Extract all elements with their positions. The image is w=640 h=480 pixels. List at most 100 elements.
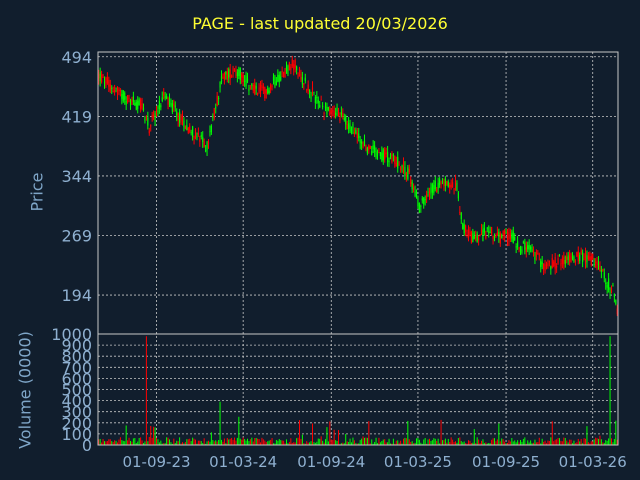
candle-body [322,105,324,108]
candle-body [610,287,613,292]
candle-body [368,144,370,151]
volume-tick-label: 400 [61,392,92,411]
candle-body [417,196,419,207]
candle-body [222,76,224,79]
candle-body [389,154,392,159]
candle-body [287,65,289,75]
candle-body [521,249,523,253]
candle-body [410,179,412,184]
candle-body [301,77,303,85]
candle-body [303,83,305,85]
candle-body [495,235,497,238]
candle-body [427,191,429,193]
candle-body [300,73,302,80]
candle-body [270,84,272,90]
candle-body [229,69,231,79]
volume-panel-frame [97,333,619,446]
candle-body [124,92,126,100]
candle-body [515,246,517,248]
candle-body [112,90,114,93]
candle-body [540,260,542,267]
candle-body [527,245,529,250]
candle-body [180,115,182,121]
candle-body [298,68,301,76]
candle-body [560,263,562,267]
candle-body [388,160,390,162]
candle-body [223,73,225,81]
candle-body [277,74,279,82]
candle-body [264,86,266,98]
candle-body [177,113,179,121]
candle-body [404,167,406,177]
candle-body [544,264,546,272]
candle-body [314,96,316,103]
candle-body [433,185,435,194]
price-tick-label: 419 [61,107,92,126]
candle-body [232,67,234,74]
candle-body [444,178,446,186]
candle-body [135,102,137,110]
volume-tick-label: 0 [82,436,92,455]
candle-body [599,265,601,272]
candle-body [284,68,286,78]
candle-body [189,126,191,132]
candle-body [589,256,591,260]
candle-body [473,236,475,240]
candle-body [280,76,282,81]
candle-body [600,270,602,273]
candle-body [465,225,467,232]
candle-body [378,152,380,154]
candle-body [423,197,425,205]
candle-body [116,89,119,94]
candle-body [493,235,496,242]
candle-body [209,131,211,133]
candle-body [574,260,576,262]
candle-body [616,308,618,315]
candle-body [106,76,108,84]
candle-body [122,90,124,102]
candle-body [111,87,113,89]
candle-body [376,152,379,156]
candle-body [509,234,511,239]
price-tick-label: 269 [61,226,92,245]
candle-body [148,130,150,134]
candle-body [346,123,348,130]
candle-body [241,73,243,78]
candle-body [457,192,459,199]
candle-body [306,89,308,91]
candle-body [593,263,595,265]
candle-body [605,283,607,285]
candle-body [307,84,309,91]
candle-body [333,111,335,117]
candle-body [466,234,468,236]
candle-body [434,180,436,190]
candle-body [215,107,217,109]
candle-body [257,93,259,96]
candle-body [109,84,111,91]
candle-body [265,89,267,94]
candle-body [239,68,241,81]
candle-body [213,107,215,118]
candle-body [206,142,208,150]
candle-body [381,152,383,161]
candle-body [375,151,377,158]
candle-body [362,144,364,148]
candle-body [231,75,233,77]
volume-tick-label: 900 [61,336,92,355]
candle-body [456,183,458,191]
candle-body [476,234,478,242]
candle-body [218,97,220,99]
candle-body [155,106,158,116]
candle-body [290,66,292,71]
candle-body [470,231,472,243]
candle-body [311,87,314,91]
candle-body [158,101,160,110]
candle-body [184,126,186,129]
candle-body [196,136,198,138]
candle-body [173,103,175,106]
candle-body [586,255,588,263]
candle-body [153,114,155,117]
candle-body [259,84,262,95]
volume-tick-label: 800 [61,347,92,366]
